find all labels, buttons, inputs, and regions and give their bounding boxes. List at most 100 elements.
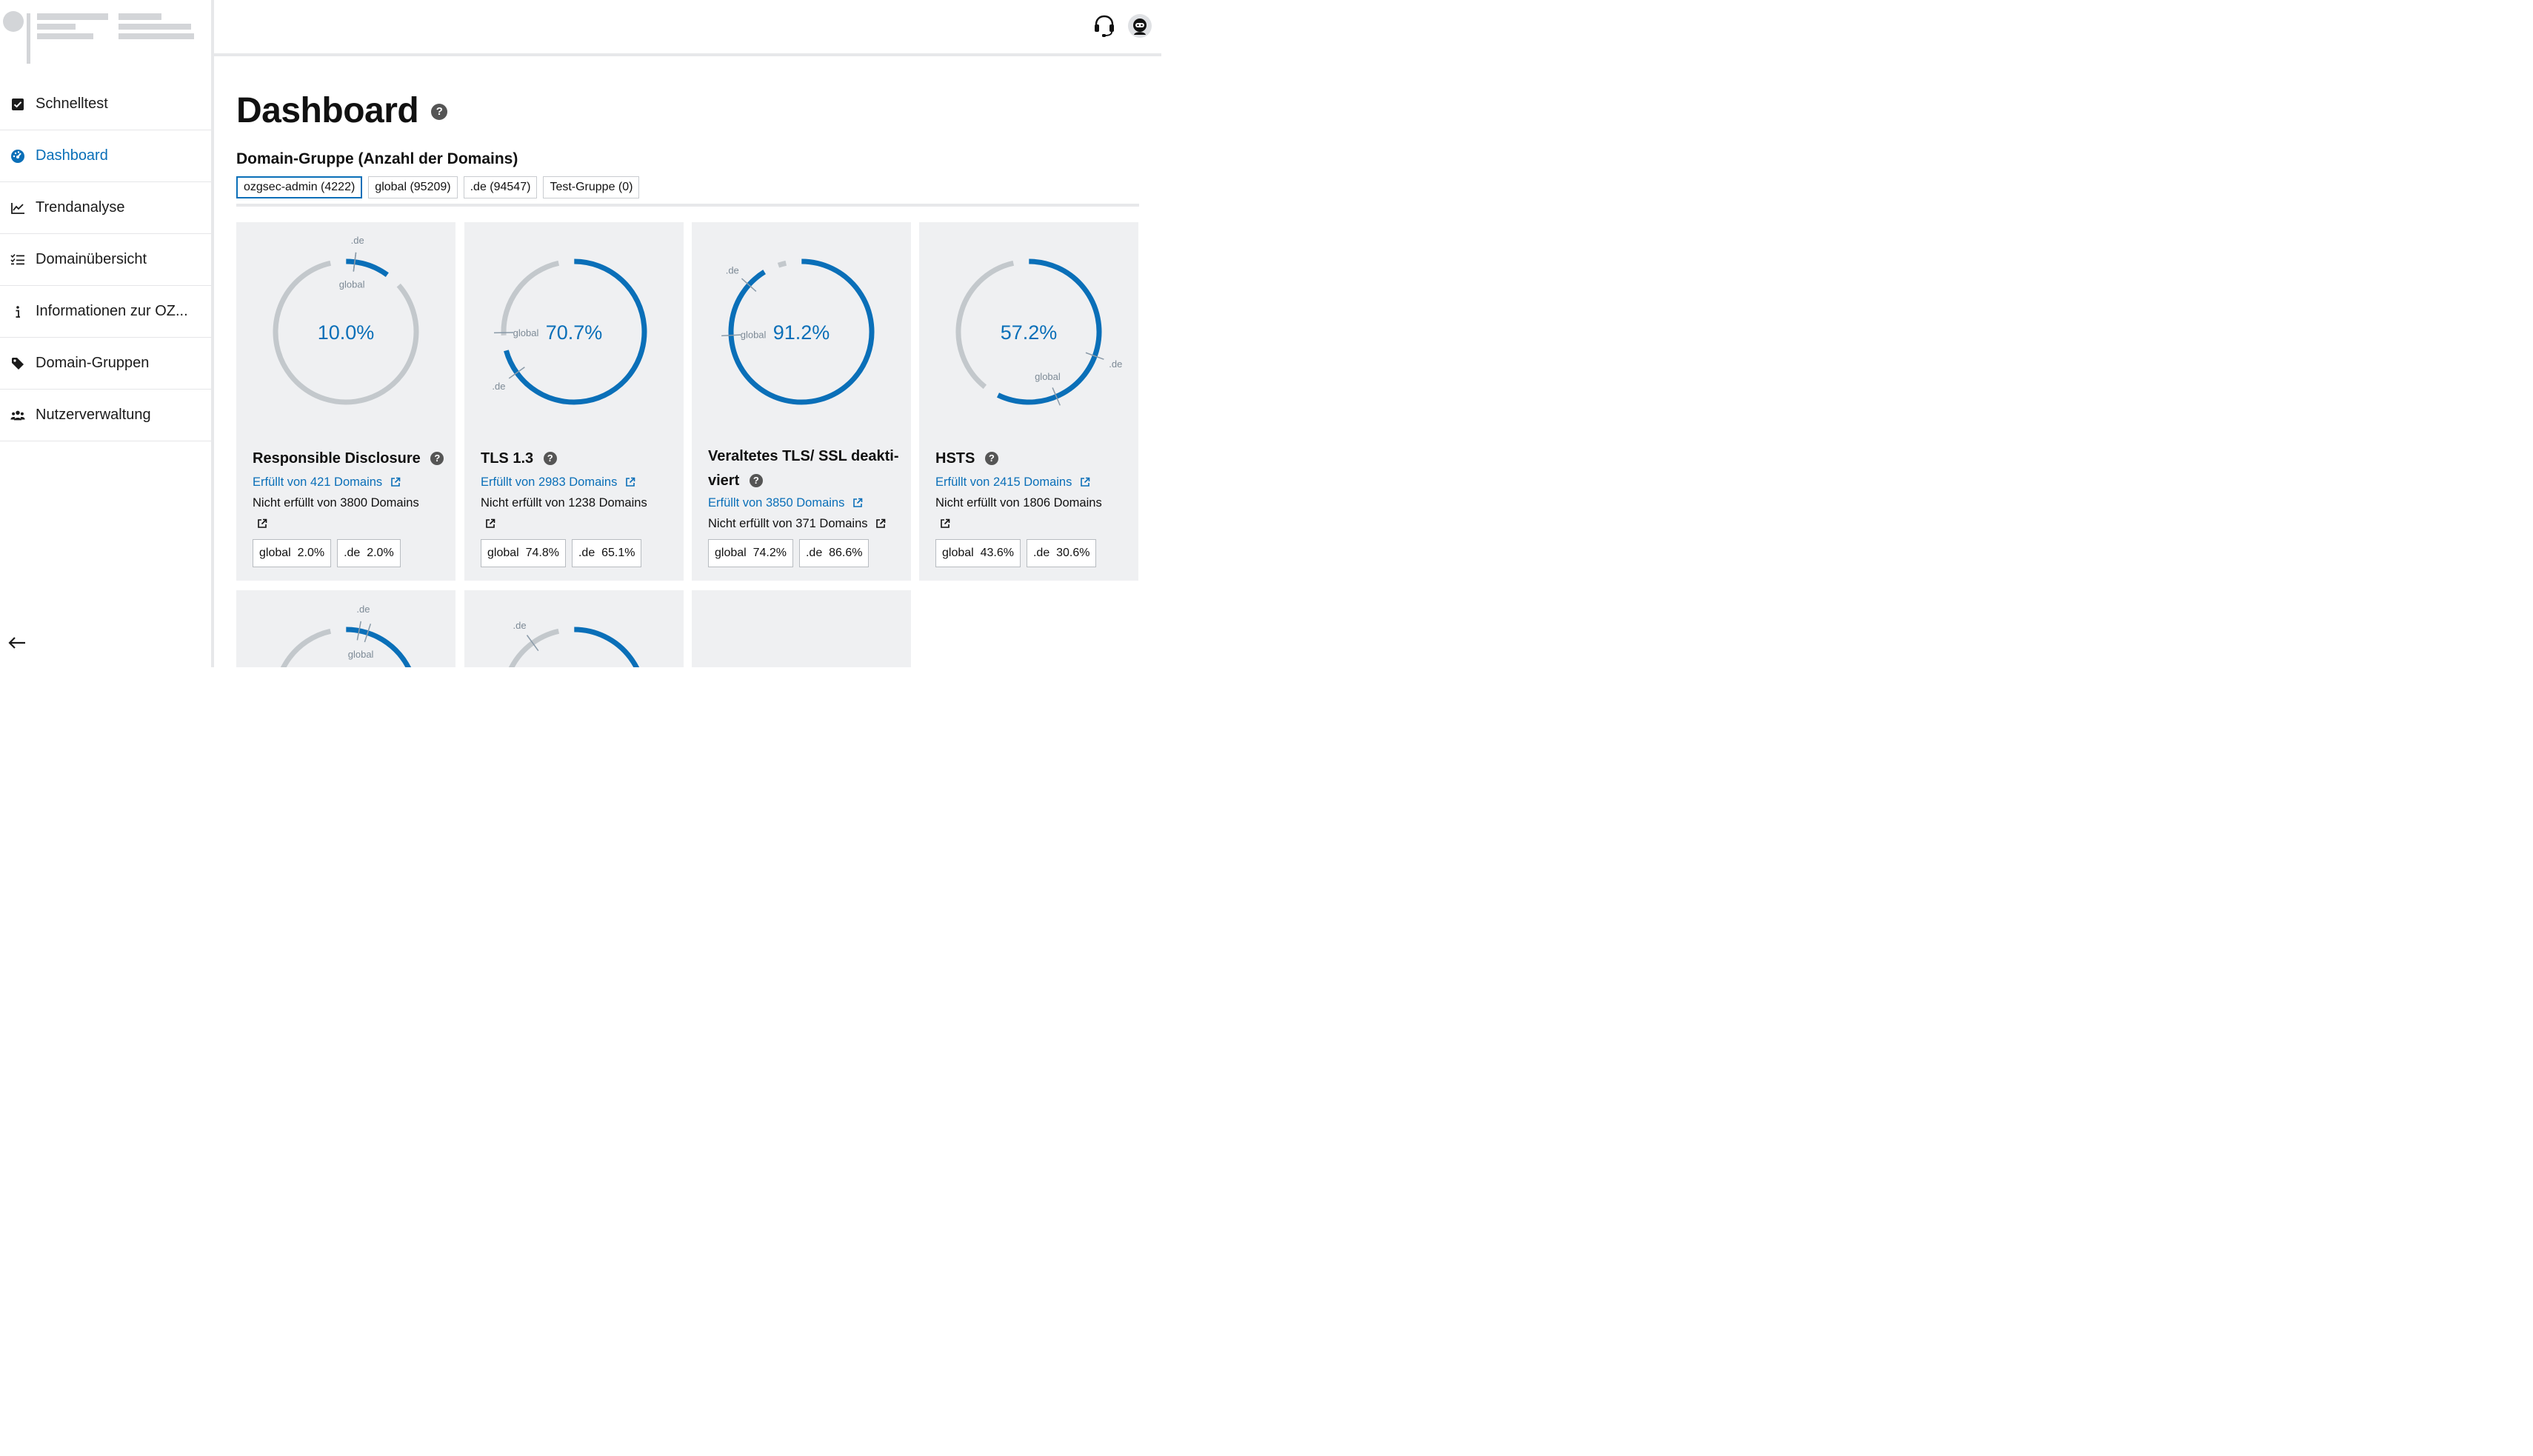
sidebar-nav: Schnelltest Dashboard Trendanalyse Domai… [0,79,211,441]
not-fulfilled-external-link[interactable] [253,514,267,534]
profile-button[interactable] [1127,13,1152,39]
comparison-chips: global 2.0% .de 2.0% [253,539,401,567]
donut-percentage: 57.2% [1001,321,1058,344]
marker-label-global: global [513,327,539,338]
sidebar-item-domain-gruppen[interactable]: Domain-Gruppen [0,338,211,390]
group-tabs-divider [236,204,1139,207]
not-fulfilled-domains-link[interactable]: Nicht erfüllt von 1806 Domains [935,493,1102,513]
sidebar-item-label: Trendanalyse [36,199,124,216]
logo [0,7,211,67]
not-fulfilled-domains-link[interactable]: Nicht erfüllt von 1238 Domains [481,493,647,513]
marker-label-de: .de [1109,358,1122,370]
card-title: TLS 1.3 ? [481,447,557,471]
help-icon[interactable]: ? [431,104,447,120]
sidebar-item-informationen[interactable]: Informationen zur OZ... [0,286,211,338]
top-bar [214,0,1161,53]
tag-icon [10,356,25,371]
top-bar-divider [214,53,1161,56]
help-icon[interactable]: ? [544,452,557,465]
sidebar-item-label: Domain-Gruppen [36,355,149,372]
fulfilled-domains-link[interactable]: Erfüllt von 421 Domains [253,472,401,492]
marker-label-de: .de [356,604,370,615]
not-fulfilled-domains-link[interactable]: Nicht erfüllt von 3800 Domains [253,493,419,513]
donut-chart: global .de [236,590,455,667]
external-link-icon [940,518,950,529]
group-tab-ozgsec-admin[interactable]: ozgsec-admin (4222) [236,176,362,198]
global-comparison-chip: global 2.0% [253,539,331,567]
line-chart-icon [10,201,25,216]
sidebar-item-schnelltest[interactable]: Schnelltest [0,79,211,130]
not-fulfilled-external-link[interactable] [935,514,950,534]
marker-label-global: global [348,649,374,660]
external-link-icon [485,518,495,529]
donut-chart: global .de 57.2% [919,222,1138,444]
metric-card-partial: global .de [236,590,455,667]
metric-card-tls-1-3: global .de 70.7% TLS 1.3 ? Erfüllt von 298… [464,222,684,581]
help-icon[interactable]: ? [985,452,998,465]
help-icon[interactable]: ? [750,474,763,487]
card-title: Veraltetes TLS/ SSL deakti- viert ? [708,444,899,493]
fulfilled-domains-link[interactable]: Erfüllt von 2983 Domains [481,472,635,492]
external-link-icon [852,498,863,508]
de-comparison-chip: .de 65.1% [572,539,642,567]
marker-label-global: global [339,279,365,290]
collapse-sidebar-button[interactable] [7,634,27,652]
donut-percentage: 91.2% [773,321,830,344]
marker-label-global: global [741,329,767,340]
marker-label-de: .de [492,381,505,392]
group-tab-de[interactable]: .de (94547) [464,176,538,198]
user-avatar-icon [1127,13,1152,39]
donut-chart: global .de 70.7% [464,222,684,444]
metric-card-hsts: global .de 57.2% HSTS ? Erfüllt von 2415 D… [919,222,1138,581]
not-fulfilled-domains-link[interactable]: Nicht erfüllt von 371 Domains [708,514,886,534]
group-tab-global[interactable]: global (95209) [368,176,457,198]
support-button[interactable] [1092,13,1117,39]
domain-group-heading: Domain-Gruppe (Anzahl der Domains) [236,150,518,168]
sidebar-item-trendanalyse[interactable]: Trendanalyse [0,182,211,234]
info-icon [10,304,25,319]
help-icon[interactable]: ? [430,452,444,465]
donut-fulfilled-arc [574,630,644,667]
comparison-chips: global 74.8% .de 65.1% [481,539,641,567]
metric-card-partial [692,590,911,667]
sidebar-item-domainuebersicht[interactable]: Domainübersicht [0,234,211,286]
donut-percentage: 70.7% [546,321,603,344]
sidebar-item-nutzerverwaltung[interactable]: Nutzerverwaltung [0,390,211,441]
sidebar-item-dashboard[interactable]: Dashboard [0,130,211,182]
de-comparison-chip: .de 30.6% [1027,539,1097,567]
external-link-icon [875,518,886,529]
marker-label-de: .de [351,235,364,246]
external-link-icon [390,477,401,487]
marker-label-de: .de [726,265,739,276]
fulfilled-domains-link[interactable]: Erfüllt von 3850 Domains [708,493,863,513]
sidebar-item-label: Domainübersicht [36,251,147,268]
fulfilled-domains-link[interactable]: Erfüllt von 2415 Domains [935,472,1090,492]
comparison-chips: global 74.2% .de 86.6% [708,539,869,567]
external-link-icon [257,518,267,529]
checklist-icon [10,253,25,267]
users-icon [10,408,25,423]
donut-chart: .de [464,590,684,667]
sidebar: Schnelltest Dashboard Trendanalyse Domai… [0,0,211,667]
donut-fulfilled-arc [346,261,387,275]
metric-card-responsible-disclosure: global .de 10.0% Responsible Disclosure ? … [236,222,455,581]
donut-remaining-arc [778,263,786,265]
marker-label-global: global [1035,371,1061,382]
de-comparison-chip: .de 2.0% [337,539,401,567]
marker-label-de: .de [513,620,526,631]
external-link-icon [625,477,635,487]
page-title: Dashboard ? [236,90,447,131]
card-title: HSTS ? [935,447,998,471]
global-comparison-chip: global 43.6% [935,539,1021,567]
arrow-left-icon [7,634,27,652]
metric-card-veraltetes-tls: global .de 91.2% Veraltetes TLS/ SSL deakt… [692,222,911,581]
global-comparison-chip: global 74.2% [708,539,793,567]
sidebar-item-label: Informationen zur OZ... [36,303,188,320]
dashboard-gauge-icon [10,149,25,164]
group-tab-test-gruppe[interactable]: Test-Gruppe (0) [543,176,639,198]
donut-chart: global.de10.0% [236,222,455,444]
sidebar-item-label: Dashboard [36,147,108,164]
not-fulfilled-external-link[interactable] [481,514,495,534]
donut-chart: global .de 91.2% [692,222,911,444]
domain-group-tabs: ozgsec-admin (4222) global (95209) .de (… [236,176,639,198]
